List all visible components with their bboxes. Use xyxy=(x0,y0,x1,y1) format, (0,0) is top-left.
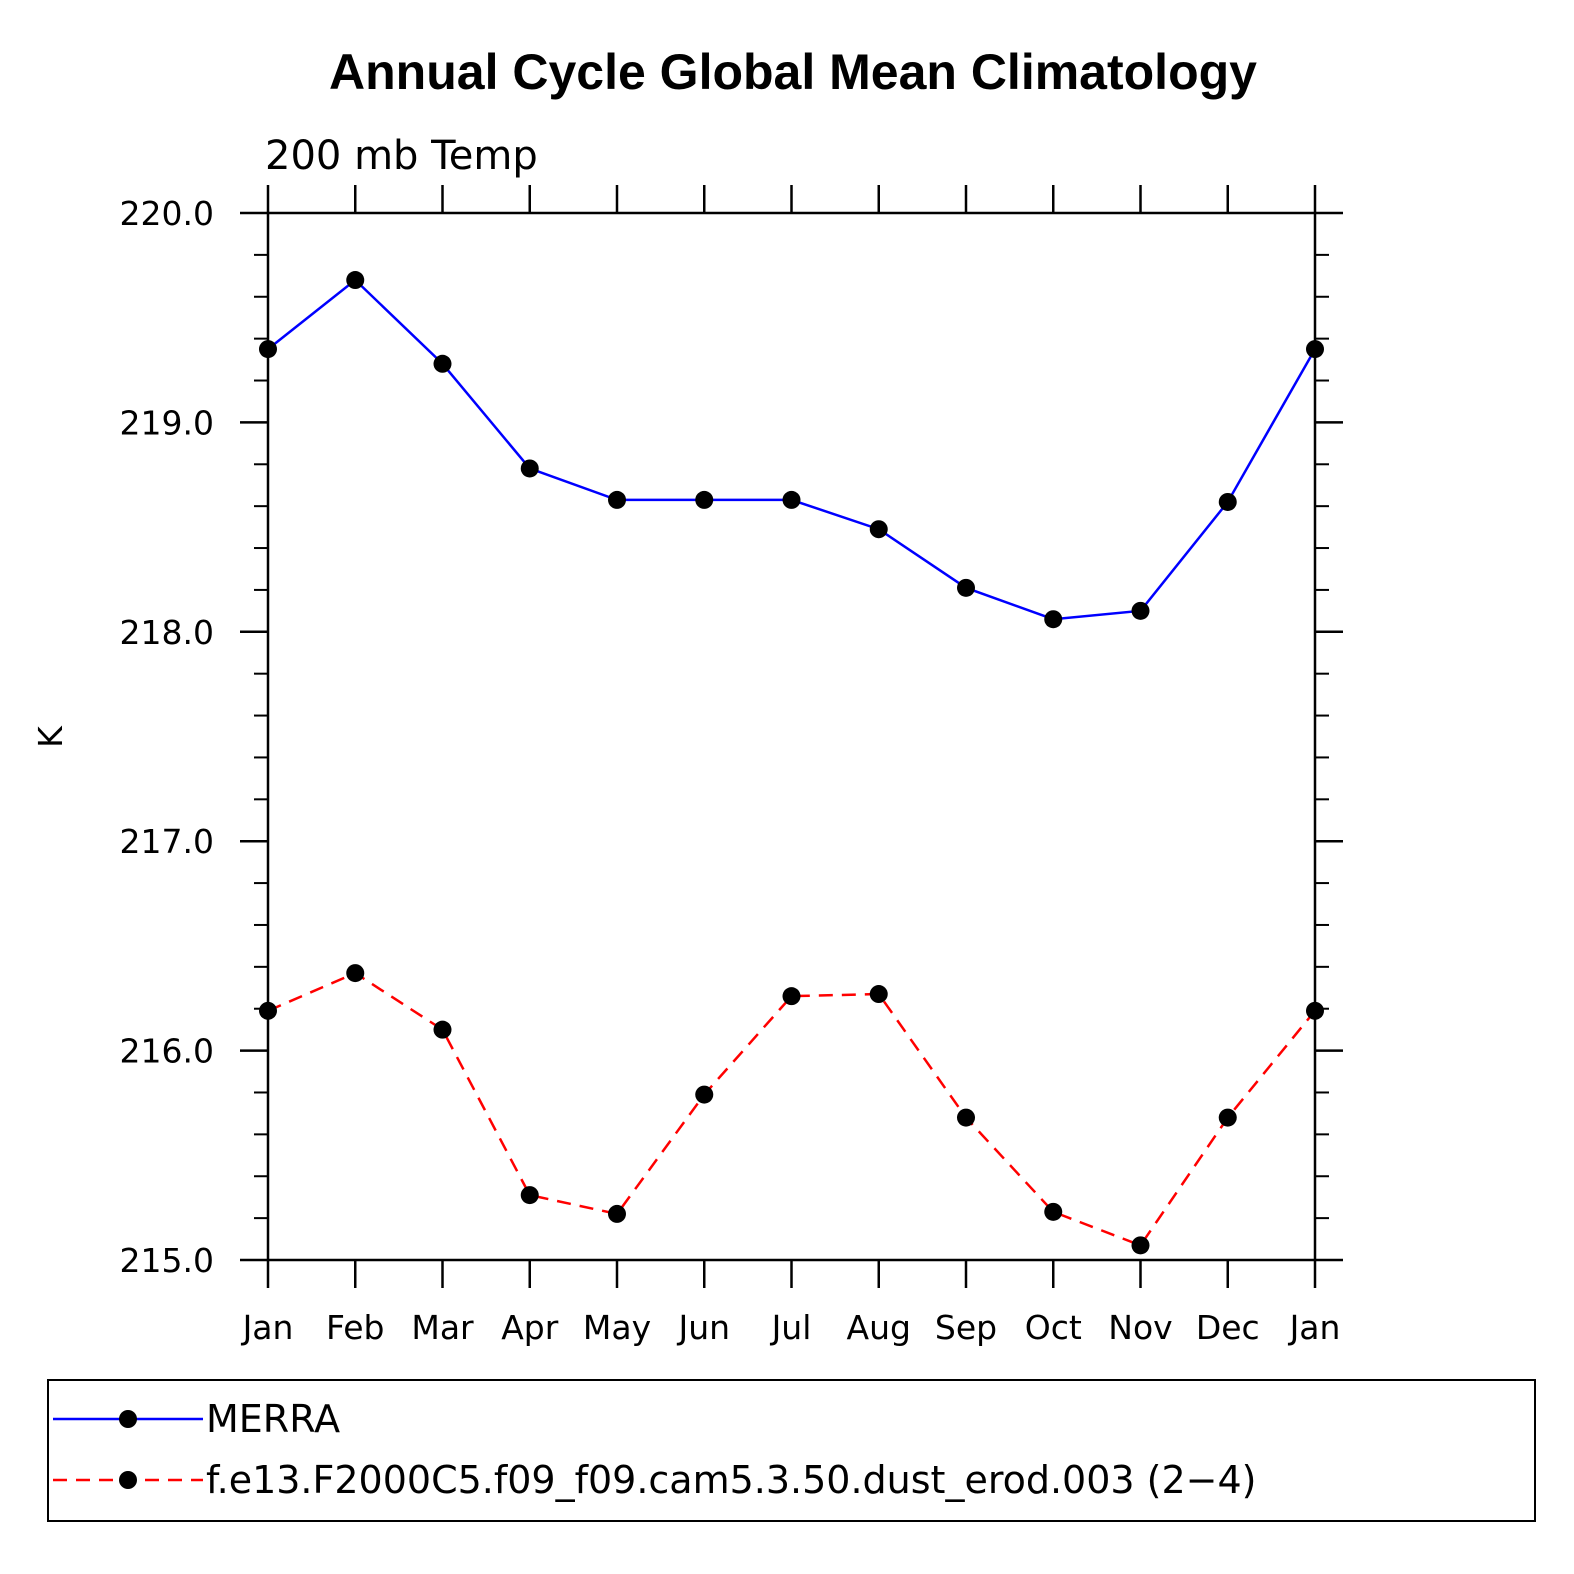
x-tick-label: Jan xyxy=(241,1308,294,1347)
data-point-series-0 xyxy=(608,490,626,509)
data-point-series-1 xyxy=(433,1020,452,1039)
data-point-series-0 xyxy=(1306,340,1324,359)
y-tick-label: 216.0 xyxy=(120,1032,214,1071)
data-point-series-1 xyxy=(695,1085,714,1104)
series-line-0 xyxy=(267,278,1317,621)
x-tick-label: Nov xyxy=(1108,1308,1172,1347)
x-tick-label: Mar xyxy=(411,1308,474,1347)
data-point-series-0 xyxy=(695,490,714,509)
legend: MERRA f.e13.F2000C5.f09_f09.cam5.3.50.du… xyxy=(47,1379,1536,1522)
x-tick-label: Oct xyxy=(1025,1308,1082,1347)
legend-box xyxy=(47,1379,1536,1522)
chart-subtitle: 200 mb Temp xyxy=(265,133,538,179)
x-tick-label: Jul xyxy=(770,1308,812,1347)
data-point-series-0 xyxy=(782,490,801,509)
x-tick-label: Jun xyxy=(676,1308,730,1347)
data-point-series-1 xyxy=(1218,1108,1237,1127)
data-point-series-0 xyxy=(1218,492,1237,511)
x-tick-label: Jan xyxy=(1288,1308,1341,1347)
data-point-series-0 xyxy=(869,520,888,539)
data-point-series-0 xyxy=(520,459,539,478)
y-tick-label: 215.0 xyxy=(120,1241,214,1280)
y-tick-label: 220.0 xyxy=(120,194,214,233)
x-tick-label: Sep xyxy=(935,1308,997,1347)
data-point-series-0 xyxy=(259,340,277,359)
legend-marker-merra xyxy=(119,1410,137,1428)
chart-title: Annual Cycle Global Mean Climatology xyxy=(329,44,1257,100)
data-point-series-1 xyxy=(259,1001,277,1020)
y-tick-label: 217.0 xyxy=(120,822,214,861)
x-tick-label: Feb xyxy=(326,1308,384,1347)
x-tick-label: Dec xyxy=(1196,1308,1260,1347)
x-tick-label: Aug xyxy=(847,1308,911,1347)
legend-label-merra: MERRA xyxy=(206,1397,340,1441)
legend-label-model: f.e13.F2000C5.f09_f09.cam5.3.50.dust_ero… xyxy=(206,1458,1257,1502)
y-axis-label: K xyxy=(31,725,70,748)
x-tick-label: May xyxy=(583,1308,651,1347)
data-point-series-0 xyxy=(957,578,975,597)
data-point-series-1 xyxy=(608,1204,626,1223)
data-point-series-1 xyxy=(782,987,801,1006)
data-point-series-1 xyxy=(957,1108,975,1127)
data-point-series-1 xyxy=(520,1186,539,1205)
data-point-series-1 xyxy=(1131,1236,1150,1255)
y-tick-label: 219.0 xyxy=(120,403,214,442)
data-point-series-1 xyxy=(869,985,888,1004)
y-tick-label: 218.0 xyxy=(120,613,214,652)
data-point-series-0 xyxy=(1131,601,1150,620)
series-layer xyxy=(259,271,1324,1255)
data-point-series-0 xyxy=(433,354,452,373)
data-point-series-1 xyxy=(346,964,365,983)
data-point-series-1 xyxy=(1044,1202,1063,1221)
x-axis-ticks: Jan Feb Mar Apr May Jun Jul Aug Sep Oct Nov Dec Jan xyxy=(241,185,1341,1347)
data-point-series-0 xyxy=(1044,610,1063,629)
series-line-1 xyxy=(267,971,1316,1247)
x-tick-label: Apr xyxy=(501,1308,559,1347)
plot-frame xyxy=(266,211,1317,1262)
y-axis-ticks: 215.0 216.0 217.0 218.0 219.0 220.0 xyxy=(120,194,1343,1280)
data-point-series-1 xyxy=(1306,1001,1324,1020)
legend-marker-model xyxy=(119,1471,137,1489)
data-point-series-0 xyxy=(346,271,365,290)
